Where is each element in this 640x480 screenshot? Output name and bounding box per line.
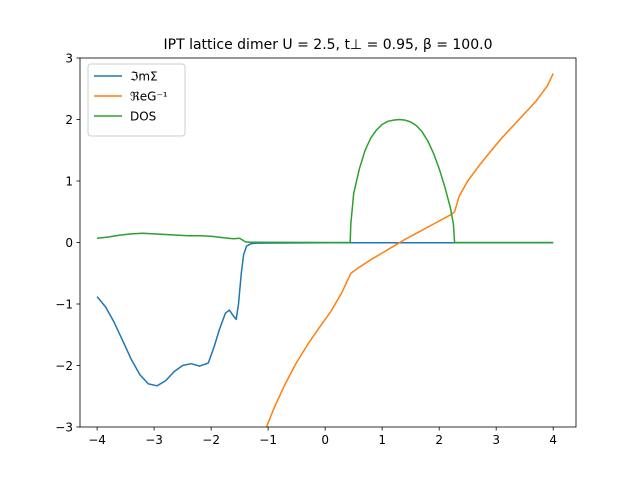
y-tick-label: −2 — [55, 359, 73, 373]
series-line-3 — [97, 118, 554, 244]
x-tick-label: 1 — [378, 433, 386, 447]
legend-label-2: ℜeG⁻¹ — [130, 90, 168, 104]
y-tick-label: 1 — [65, 175, 73, 189]
x-tick-label: 2 — [435, 433, 443, 447]
x-tick-label: 4 — [549, 433, 557, 447]
x-tick-label: −1 — [259, 433, 277, 447]
series-line-2 — [265, 73, 554, 427]
y-tick-label: −1 — [55, 298, 73, 312]
axes: −4 −3 −2 −1 0 1 2 3 4 −3 −2 −1 0 1 2 3 — [55, 52, 577, 447]
x-tick-label: −2 — [202, 433, 220, 447]
x-tick-label: 0 — [321, 433, 329, 447]
x-tick-label: −4 — [88, 433, 106, 447]
y-tick-label: 3 — [65, 52, 73, 66]
x-tick-label: −3 — [145, 433, 163, 447]
legend: ℑmΣ ℜeG⁻¹ DOS — [87, 63, 186, 137]
legend-label-3: DOS — [130, 110, 156, 124]
y-tick-label: 2 — [65, 113, 73, 127]
legend-box — [87, 63, 186, 137]
plot-area — [96, 73, 554, 427]
series-line-1 — [96, 242, 554, 387]
legend-label-1: ℑmΣ — [130, 70, 158, 84]
x-tick-label: 3 — [492, 433, 500, 447]
y-tick-label: −3 — [55, 421, 73, 435]
y-tick-label: 0 — [65, 236, 73, 250]
chart-title: IPT lattice dimer U = 2.5, t⊥ = 0.95, β … — [164, 37, 493, 53]
